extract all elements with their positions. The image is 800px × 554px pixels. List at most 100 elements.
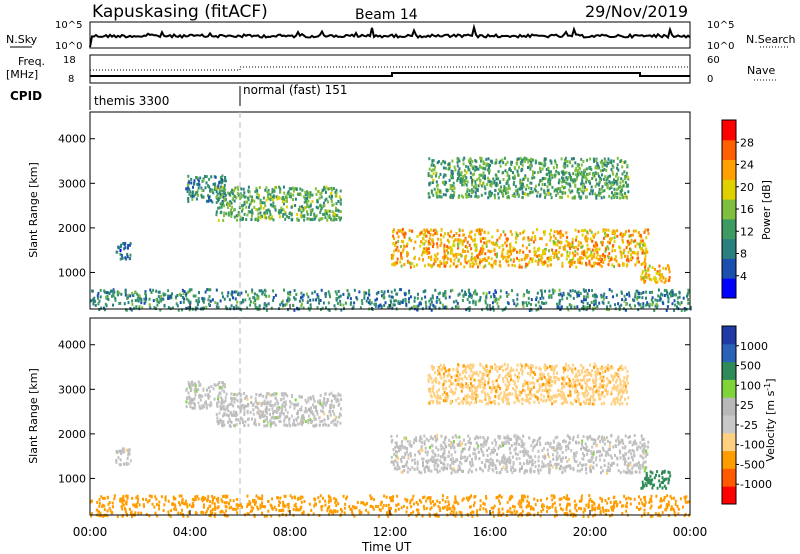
scatter-cell-5 [576, 187, 579, 191]
scatter-cell-4 [475, 246, 478, 250]
scatter-cell-5 [556, 165, 558, 169]
scatter-cell-4 [569, 260, 572, 264]
scatter-cell-0 [610, 508, 613, 512]
scatter-cell-0 [289, 293, 292, 297]
scatter-cell-3 [265, 209, 268, 212]
scatter-cell-0 [460, 514, 463, 518]
scatter-cell-5 [516, 169, 519, 173]
scatter-cell-4 [581, 261, 583, 265]
scatter-cell-5 [459, 180, 462, 184]
scatter-cell-3 [282, 401, 285, 404]
scatter-cell-0 [636, 297, 639, 301]
scatter-cell-5 [453, 191, 456, 194]
scatter-cell-4 [479, 249, 482, 253]
scatter-cell-0 [644, 500, 647, 504]
scatter-cell-3 [335, 206, 337, 210]
scatter-cell-0 [188, 289, 191, 293]
scatter-cell-0 [164, 293, 167, 297]
scatter-cell-4 [632, 240, 635, 244]
scatter-cell-4 [527, 238, 530, 242]
scatter-cell-4 [614, 249, 616, 252]
scatter-cell-0 [458, 292, 461, 296]
scatter-cell-3 [260, 411, 263, 414]
scatter-cell-5 [543, 164, 546, 168]
scatter-cell-4 [490, 263, 493, 267]
scatter-cell-4 [472, 262, 475, 266]
scatter-cell-3 [252, 402, 255, 406]
scatter-cell-0 [502, 512, 505, 516]
scatter-cell-0 [309, 298, 312, 302]
scatter-cell-4 [477, 444, 480, 448]
scatter-cell-3 [289, 424, 292, 428]
scatter-cell-0 [366, 501, 369, 505]
scatter-cell-3 [315, 205, 318, 209]
scatter-cell-0 [408, 297, 410, 301]
scatter-cell-4 [550, 228, 552, 232]
scatter-cell-0 [368, 293, 371, 297]
scatter-cell-5 [600, 196, 603, 200]
scatter-cell-5 [476, 178, 479, 182]
scatter-cell-2 [221, 178, 223, 182]
scatter-cell-0 [589, 497, 592, 501]
scatter-cell-4 [448, 234, 451, 238]
scatter-cell-3 [283, 191, 286, 195]
scatter-cell-3 [221, 414, 224, 418]
scatter-cell-4 [453, 258, 456, 262]
scatter-cell-5 [465, 195, 468, 199]
scatter-cell-4 [640, 235, 643, 239]
scatter-cell-0 [335, 292, 338, 296]
scatter-cell-4 [515, 437, 518, 441]
scatter-cell-0 [222, 295, 224, 299]
scatter-cell-4 [553, 234, 555, 238]
scatter-cell-0 [520, 498, 523, 502]
scatter-cell-3 [286, 424, 289, 428]
scatter-cell-0 [570, 305, 573, 309]
scatter-cell-0 [163, 303, 166, 307]
scatter-cell-0 [113, 497, 116, 501]
scatter-cell-5 [469, 157, 472, 161]
scatter-cell-5 [506, 187, 509, 191]
scatter-cell-2 [185, 400, 188, 404]
scatter-cell-4 [419, 244, 422, 248]
scatter-cell-5 [450, 171, 453, 175]
scatter-cell-3 [234, 186, 237, 190]
scatter-cell-0 [160, 294, 163, 298]
scatter-cell-0 [548, 295, 551, 299]
scatter-cell-0 [156, 303, 159, 307]
scatter-cell-4 [590, 230, 593, 234]
scatter-cell-2 [195, 389, 198, 393]
scatter-cell-3 [333, 218, 336, 222]
scatter-cell-0 [566, 502, 569, 506]
scatter-cell-0 [441, 498, 444, 502]
scatter-cell-0 [501, 507, 504, 511]
scatter-cell-0 [479, 499, 482, 503]
scatter-cell-0 [400, 506, 403, 510]
scatter-cell-4 [397, 249, 400, 253]
scatter-cell-0 [474, 289, 477, 293]
scatter-cell-0 [208, 500, 211, 504]
scatter-cell-4 [511, 263, 514, 267]
scatter-cell-0 [288, 297, 291, 301]
scatter-cell-4 [541, 262, 544, 266]
scatter-cell-0 [200, 497, 203, 501]
scatter-cell-0 [428, 306, 431, 309]
scatter-cell-4 [436, 252, 439, 256]
scatter-cell-0 [342, 303, 345, 307]
scatter-cell-1 [125, 463, 128, 466]
scatter-cell-5 [557, 187, 560, 191]
scatter-cell-1 [119, 249, 122, 252]
scatter-cell-2 [188, 192, 191, 196]
scatter-cell-1 [126, 252, 129, 256]
scatter-cell-5 [464, 181, 467, 185]
scatter-cell-5 [599, 169, 602, 173]
scatter-cell-0 [131, 302, 134, 306]
scatter-cell-3 [228, 203, 231, 207]
scatter-cell-3 [278, 406, 281, 410]
scatter-cell-0 [156, 300, 159, 303]
scatter-cell-3 [332, 405, 335, 409]
scatter-cell-4 [396, 245, 399, 249]
scatter-cell-0 [660, 499, 663, 503]
scatter-cell-2 [197, 380, 200, 384]
scatter-cell-0 [209, 514, 212, 518]
